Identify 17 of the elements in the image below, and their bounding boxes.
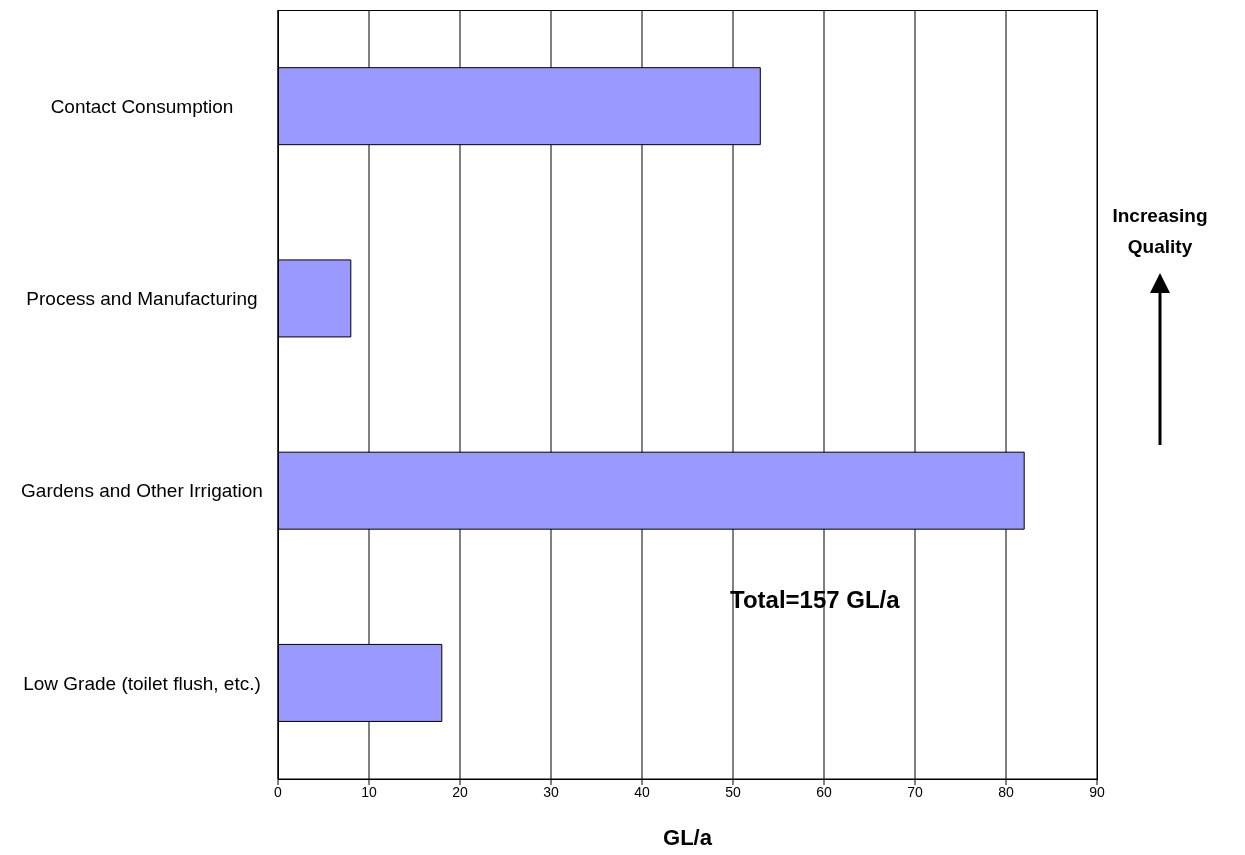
x-tick-label: 30	[543, 783, 559, 800]
x-tick-label: 80	[998, 783, 1014, 800]
text: Increasing Quality	[1111, 204, 1209, 259]
y-tick-label: Low Grade (toilet flush, etc.)	[23, 672, 261, 694]
x-tick-label: 20	[452, 783, 468, 800]
x-axis-title: GL/a	[663, 825, 713, 850]
y-tick-label: Contact Consumption	[50, 95, 234, 117]
y-tick-label: Gardens and Other Irrigation	[21, 480, 263, 502]
y-tick-label: Process and Manufacturing	[26, 288, 258, 310]
x-tick-label: 90	[1089, 783, 1105, 800]
x-tick-label: 60	[816, 783, 832, 800]
x-tick-label: 0	[274, 783, 283, 800]
x-tick-label: 50	[725, 783, 741, 800]
x-tick-label: 70	[907, 783, 923, 800]
x-tick-label: 10	[361, 783, 377, 800]
annotation: Total=157 GL/a	[730, 586, 900, 614]
x-tick-label: 40	[634, 783, 650, 800]
